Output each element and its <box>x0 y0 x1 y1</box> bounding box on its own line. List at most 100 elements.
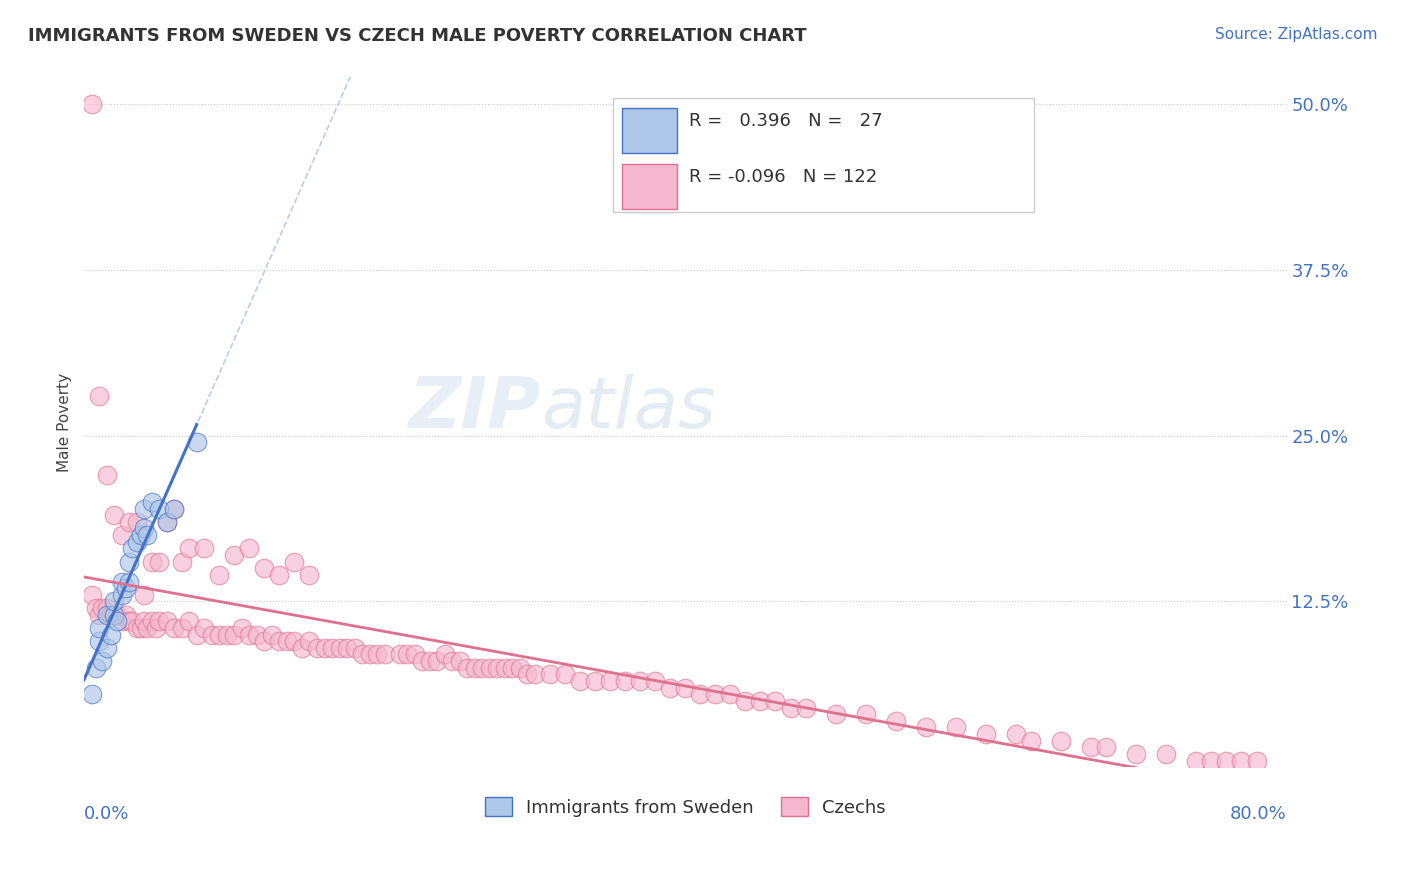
Point <box>179 615 201 629</box>
Point <box>179 541 201 556</box>
Point <box>121 615 143 629</box>
Point <box>215 627 238 641</box>
Point <box>509 661 531 675</box>
Point <box>105 615 128 629</box>
Point <box>734 694 756 708</box>
Point <box>359 648 381 662</box>
Point <box>689 687 711 701</box>
Point <box>134 588 156 602</box>
FancyBboxPatch shape <box>613 98 1033 212</box>
Point <box>103 508 125 523</box>
Point <box>456 661 478 675</box>
Text: 80.0%: 80.0% <box>1230 805 1286 823</box>
Point <box>824 707 846 722</box>
Point <box>1095 740 1118 755</box>
Point <box>433 648 456 662</box>
Point <box>96 468 118 483</box>
Point <box>291 640 314 655</box>
Point <box>396 648 419 662</box>
Point <box>314 640 336 655</box>
Point <box>170 621 193 635</box>
Text: atlas: atlas <box>541 374 716 443</box>
Point <box>110 588 132 602</box>
Point <box>103 607 125 622</box>
Point <box>765 694 787 708</box>
Point <box>1080 740 1102 755</box>
Point <box>96 607 118 622</box>
Point <box>855 707 877 722</box>
Point <box>163 621 186 635</box>
Point <box>148 501 170 516</box>
Point <box>538 667 561 681</box>
Point <box>118 515 141 529</box>
Point <box>134 521 156 535</box>
Point <box>673 681 696 695</box>
Point <box>96 601 118 615</box>
Point <box>1215 754 1237 768</box>
Point <box>411 654 433 668</box>
Point <box>974 727 997 741</box>
Point <box>516 667 538 681</box>
Point <box>141 495 163 509</box>
Point <box>115 607 138 622</box>
Point <box>156 515 179 529</box>
Point <box>87 621 110 635</box>
Point <box>91 654 114 668</box>
Point <box>100 627 122 641</box>
Point <box>80 687 103 701</box>
Text: R = -0.096   N = 122: R = -0.096 N = 122 <box>689 169 877 186</box>
Point <box>1125 747 1147 761</box>
Point <box>749 694 772 708</box>
Point <box>125 515 148 529</box>
Point <box>1019 733 1042 747</box>
Point <box>659 681 682 695</box>
Point <box>1185 754 1208 768</box>
Point <box>352 648 374 662</box>
Point <box>224 548 246 562</box>
Point <box>201 627 224 641</box>
Point <box>494 661 516 675</box>
Point <box>110 528 132 542</box>
Point <box>471 661 494 675</box>
FancyBboxPatch shape <box>621 163 676 209</box>
Point <box>105 607 128 622</box>
Point <box>298 568 321 582</box>
Point <box>156 615 179 629</box>
Point <box>283 555 305 569</box>
Point <box>260 627 283 641</box>
Point <box>121 541 143 556</box>
Point <box>336 640 359 655</box>
Point <box>100 607 122 622</box>
Point <box>246 627 269 641</box>
Point <box>269 634 291 648</box>
Point <box>110 615 132 629</box>
Point <box>87 607 110 622</box>
Point <box>238 541 260 556</box>
Point <box>464 661 486 675</box>
Point <box>224 627 246 641</box>
Point <box>404 648 426 662</box>
Point <box>103 607 125 622</box>
Point <box>501 661 523 675</box>
Point <box>426 654 449 668</box>
Point <box>583 673 606 688</box>
Point <box>1201 754 1223 768</box>
Point <box>193 621 215 635</box>
Point <box>328 640 350 655</box>
Text: Source: ZipAtlas.com: Source: ZipAtlas.com <box>1215 27 1378 42</box>
Point <box>718 687 741 701</box>
Point <box>704 687 727 701</box>
FancyBboxPatch shape <box>621 109 676 153</box>
Point <box>343 640 366 655</box>
Point <box>163 501 186 516</box>
Point <box>125 534 148 549</box>
Point <box>1230 754 1253 768</box>
Point <box>628 673 651 688</box>
Point <box>321 640 343 655</box>
Y-axis label: Male Poverty: Male Poverty <box>58 373 72 472</box>
Point <box>186 435 208 450</box>
Point <box>614 673 637 688</box>
Point <box>253 561 276 575</box>
Point <box>148 555 170 569</box>
Point <box>644 673 666 688</box>
